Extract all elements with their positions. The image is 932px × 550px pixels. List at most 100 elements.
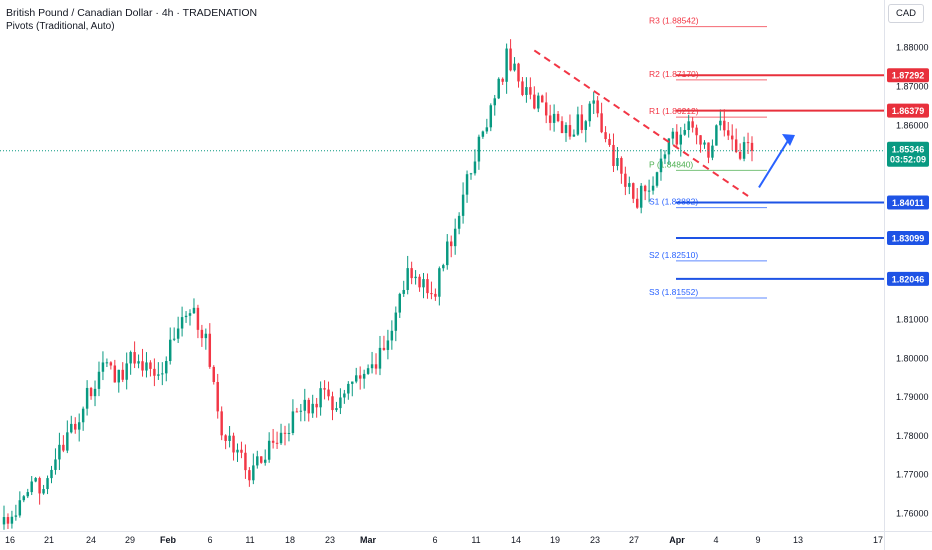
candle-body [418,276,421,288]
time-tick-label: 4 [713,535,718,545]
level-tag-label-4: 1.83099 [892,233,925,243]
price-tick-label: 1.81000 [896,314,929,324]
candle [97,361,101,397]
candle-body [30,481,33,493]
candle-body [283,432,287,434]
candle [208,323,212,369]
candle [560,116,564,134]
time-tick-label: 6 [432,535,437,545]
candle-body [366,368,370,374]
candle [552,104,556,132]
time-axis: 16 21 24 29 Feb 6 11 18 23 Mar 6 11 14 19 23 27 Apr 4 9 13 1… [5,535,883,545]
candle [236,443,239,462]
candle [196,304,200,339]
candle [133,341,136,369]
candle [449,235,453,258]
candle-body [38,478,41,494]
price-tick-label: 1.87000 [896,82,929,92]
price-tick-label: 1.80000 [896,353,929,363]
candle-body [323,388,326,390]
candle-body [477,136,481,162]
candle [141,348,144,377]
candle-body [628,183,631,187]
candle [576,106,580,136]
candle [113,359,117,383]
candle [485,118,489,134]
candle [398,292,401,318]
candle [137,354,140,369]
candle [165,356,168,382]
candle-body [481,131,485,137]
candle [750,136,754,162]
candle [707,142,710,164]
candle [691,117,694,133]
candle-body [97,371,101,389]
level-tag-5 [887,271,929,286]
time-tick-label: 13 [793,535,803,545]
candle-body [580,114,584,130]
candle [42,484,45,495]
candle-body [168,339,172,362]
candle [121,362,124,383]
projection-arrow-head [782,134,795,147]
candle [711,139,714,161]
candle-body [105,362,109,364]
pivot-label-r1: R1 (1.86212) [649,106,699,116]
candle [703,140,706,149]
candle [584,119,588,143]
candle-body [703,142,706,145]
candle [224,434,227,450]
candle [228,426,231,448]
candle-body [355,375,358,382]
candle-body [473,161,477,174]
candle-body [422,279,425,288]
candle-body [62,444,65,451]
candle-body [248,470,251,481]
candle [636,188,639,209]
time-tick-label: Apr [669,535,685,545]
time-tick-label: 11 [245,535,254,545]
candle [216,373,219,419]
price-tick-label: 1.86000 [896,120,929,130]
candle-body [434,293,437,297]
candle [125,352,128,390]
candle [339,388,342,415]
candle [497,77,500,100]
candle [220,406,223,441]
candle [422,272,425,299]
candle [6,513,10,529]
candle [382,335,386,351]
candle-body [93,388,97,397]
currency-badge[interactable]: CAD [888,4,924,23]
candle-body [438,268,441,297]
candle [655,171,659,188]
candle-body [331,396,334,411]
candle [406,255,409,295]
candle [172,327,176,342]
candle [699,135,702,153]
candle-body [655,172,659,186]
candle-body [184,315,188,318]
candle-body [50,469,53,479]
candle-body [469,173,473,175]
candle-body [671,131,675,139]
candle-body [153,368,156,376]
candle [544,92,548,124]
symbol-title[interactable]: British Pound / Canadian Dollar · 4h · T… [6,7,258,19]
candle [77,413,81,442]
candle-body [161,373,164,375]
candle [402,280,405,297]
indicator-label[interactable]: Pivots (Traditional, Auto) [6,21,115,32]
time-tick-label: Mar [360,535,377,545]
candle-body [715,125,718,146]
candle [331,391,334,421]
pivot-layer: R3 (1.88542) R2 (1.87170) R1 (1.86212) P (1… [649,16,767,299]
candle-body [612,144,615,166]
candle [378,335,382,376]
candle-body [513,63,516,71]
price-tags: 1.87292 1.86379 1.84011 1.83099 1.82046 1.853… [887,68,929,286]
candle-body [624,173,627,187]
candle-body [738,151,742,159]
candle-body [299,410,303,412]
